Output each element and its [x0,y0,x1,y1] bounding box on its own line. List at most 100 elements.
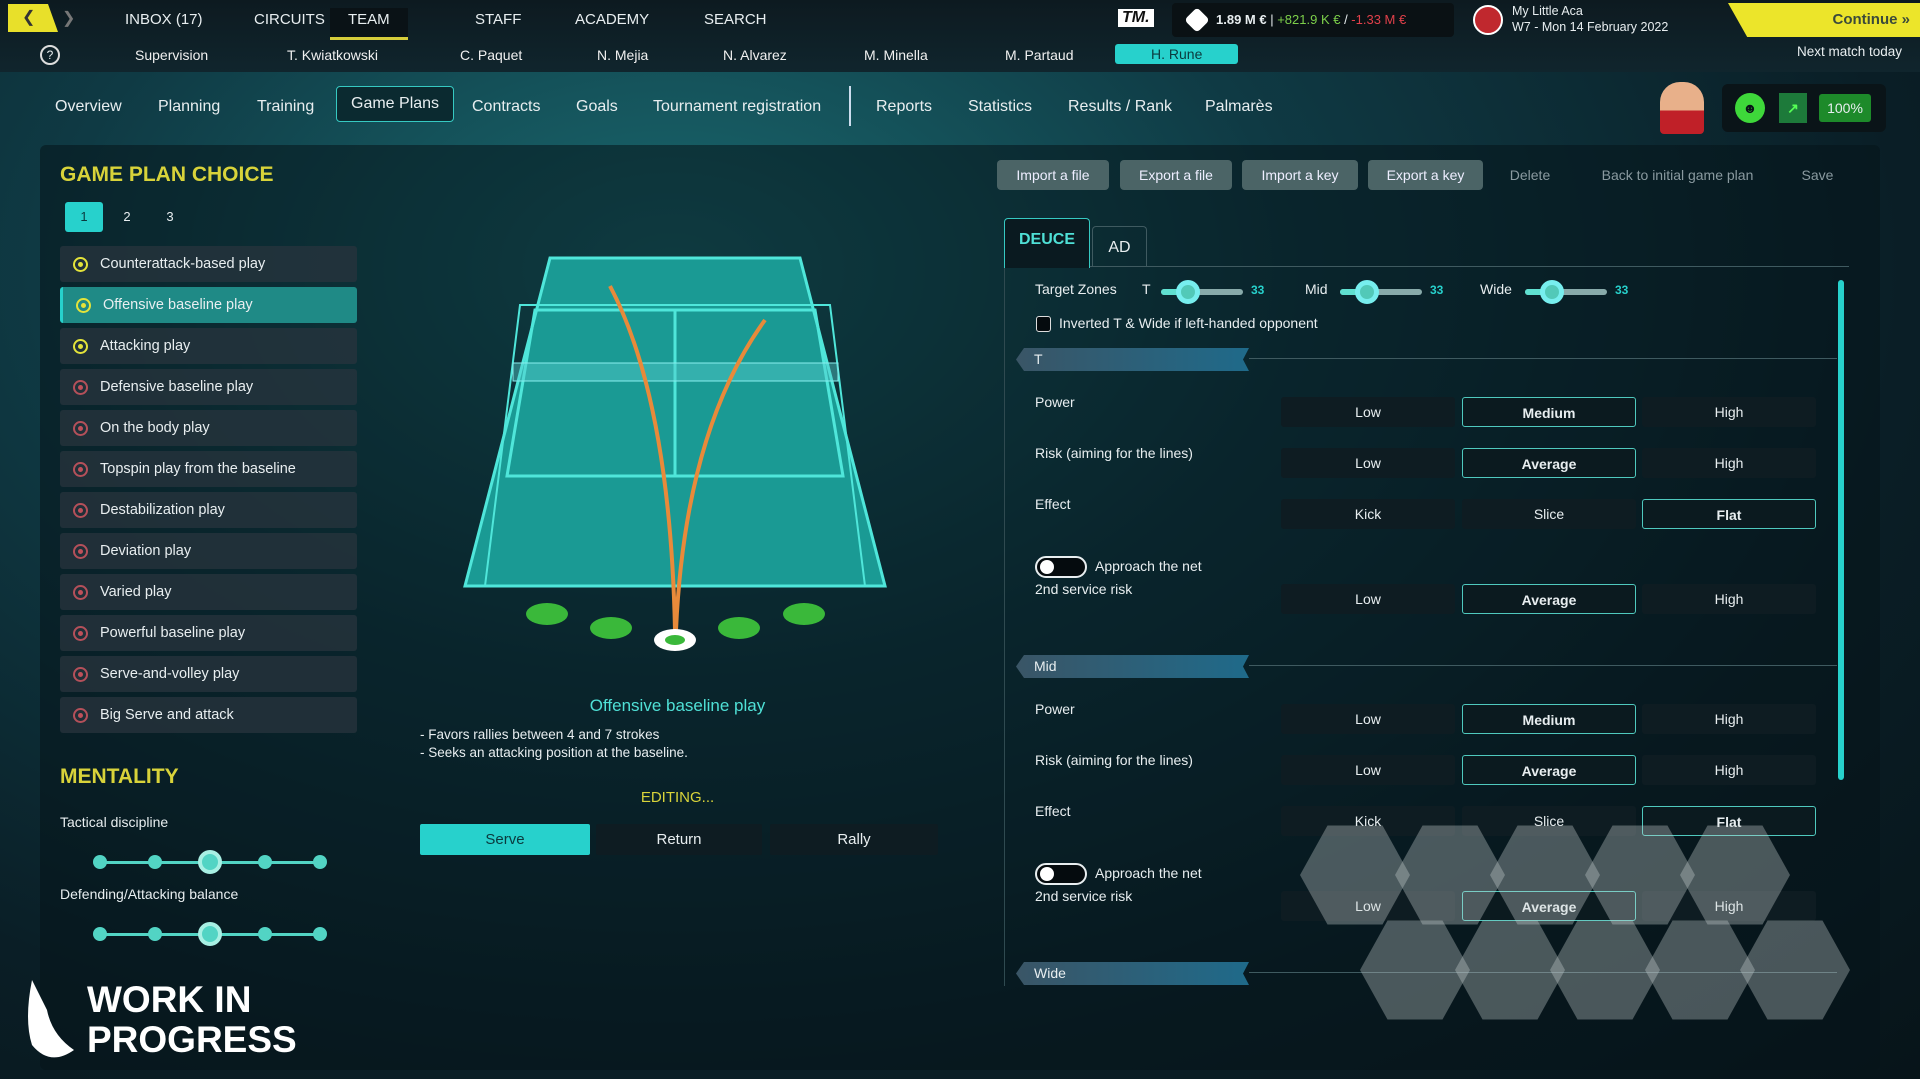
tab-tournament-registration[interactable]: Tournament registration [653,98,822,115]
subnav-h-rune[interactable]: H. Rune [1115,44,1239,64]
plan-item[interactable]: Offensive baseline play [60,287,357,323]
plan-item[interactable]: Deviation play [60,533,357,569]
plan-tab-2[interactable]: 2 [123,209,131,224]
option-low[interactable]: Low [1281,397,1455,427]
tab-game-plans[interactable]: Game Plans [336,86,455,122]
plan-item[interactable]: Serve-and-volley play [60,656,357,692]
plan-item[interactable]: Destabilization play [60,492,357,528]
option-average[interactable]: Average [1462,448,1636,478]
slider-step[interactable] [258,927,272,941]
zone-slider[interactable] [1525,280,1607,304]
slider-step[interactable] [93,927,107,941]
plan-item[interactable]: Big Serve and attack [60,697,357,733]
save-button[interactable]: Save [1801,167,1834,183]
slider-knob[interactable] [1176,280,1200,304]
slider-step[interactable] [148,855,162,869]
option-high[interactable]: High [1642,704,1816,734]
tab-palmar-s[interactable]: Palmarès [1205,98,1273,115]
mode-serve[interactable]: Serve [420,824,590,855]
slider-step[interactable] [313,855,327,869]
forward-button[interactable]: ❯ [62,10,76,27]
plan-item[interactable]: On the body play [60,410,357,446]
option-flat[interactable]: Flat [1642,806,1816,836]
option-kick[interactable]: Kick [1281,806,1455,836]
slider-knob[interactable] [1540,280,1564,304]
option-high[interactable]: High [1642,755,1816,785]
back-to-initial-button[interactable]: Back to initial game plan [1601,167,1754,183]
tab-goals[interactable]: Goals [576,98,618,115]
option-low[interactable]: Low [1281,584,1455,614]
subnav-t-kwiatkowski[interactable]: T. Kwiatkowski [287,47,379,63]
mentality-slider[interactable] [93,850,327,874]
option-high[interactable]: High [1642,397,1816,427]
option-low[interactable]: Low [1281,448,1455,478]
section-header-wide[interactable]: Wide [1016,962,1249,985]
option-low[interactable]: Low [1281,891,1455,921]
section-header-t[interactable]: T [1016,348,1249,371]
subnav-n-mejia[interactable]: N. Mejia [597,47,649,63]
tab-overview[interactable]: Overview [55,98,122,115]
import-file-button[interactable]: Import a file [997,160,1109,190]
option-low[interactable]: Low [1281,704,1455,734]
option-average[interactable]: Average [1462,584,1636,614]
option-flat[interactable]: Flat [1642,499,1816,529]
approach-net-toggle[interactable] [1035,863,1087,885]
tab-planning[interactable]: Planning [158,98,221,115]
subnav-supervision[interactable]: Supervision [135,47,209,63]
tab-contracts[interactable]: Contracts [472,98,541,115]
delete-button[interactable]: Delete [1509,167,1551,183]
continue-button[interactable]: Continue » [1728,3,1920,37]
tab-ad[interactable]: AD [1092,226,1147,266]
mode-return[interactable]: Return [596,824,762,855]
subnav-c-paquet[interactable]: C. Paquet [460,47,523,63]
nav-academy[interactable]: ACADEMY [575,11,650,28]
slider-step[interactable] [93,855,107,869]
plan-item[interactable]: Varied play [60,574,357,610]
help-icon[interactable]: ? [40,45,60,65]
tab-statistics[interactable]: Statistics [968,98,1033,115]
tab-deuce[interactable]: DEUCE [1004,218,1090,268]
section-header-mid[interactable]: Mid [1016,655,1249,678]
nav-team[interactable]: TEAM [330,8,408,40]
plan-item[interactable]: Topspin play from the baseline [60,451,357,487]
nav-circuits[interactable]: CIRCUITS [254,11,325,28]
nav-search[interactable]: SEARCH [704,11,767,28]
export-file-button[interactable]: Export a file [1120,160,1232,190]
plan-item[interactable]: Attacking play [60,328,357,364]
subnav-m-minella[interactable]: M. Minella [864,47,928,63]
plan-tab-3[interactable]: 3 [166,209,174,224]
option-slice[interactable]: Slice [1462,499,1636,529]
option-kick[interactable]: Kick [1281,499,1455,529]
mentality-slider[interactable] [93,922,327,946]
tab-results-rank[interactable]: Results / Rank [1068,98,1173,115]
option-average[interactable]: Average [1462,891,1636,921]
plan-item[interactable]: Powerful baseline play [60,615,357,651]
option-high[interactable]: High [1642,448,1816,478]
option-high[interactable]: High [1642,891,1816,921]
option-low[interactable]: Low [1281,755,1455,785]
plan-item[interactable]: Counterattack-based play [60,246,357,282]
tab-training[interactable]: Training [257,98,315,115]
mode-rally[interactable]: Rally [770,824,938,855]
inverted-checkbox[interactable] [1036,316,1051,332]
subnav-n-alvarez[interactable]: N. Alvarez [723,47,787,63]
slider-step[interactable] [258,855,272,869]
slider-step[interactable] [313,927,327,941]
option-slice[interactable]: Slice [1462,806,1636,836]
slider-step[interactable] [148,927,162,941]
zone-slider[interactable] [1161,280,1243,304]
plan-tab-1[interactable]: 1 [65,202,103,232]
slider-knob[interactable] [198,922,222,946]
nav-inbox-17[interactable]: INBOX (17) [125,11,203,28]
subnav-m-partaud[interactable]: M. Partaud [1005,47,1074,63]
slider-knob[interactable] [198,850,222,874]
plan-item[interactable]: Defensive baseline play [60,369,357,405]
approach-net-toggle[interactable] [1035,556,1087,578]
tab-reports[interactable]: Reports [876,98,933,115]
option-medium[interactable]: Medium [1462,397,1636,427]
option-average[interactable]: Average [1462,755,1636,785]
scrollbar[interactable] [1838,280,1844,780]
import-key-button[interactable]: Import a key [1242,160,1358,190]
slider-knob[interactable] [1355,280,1379,304]
export-key-button[interactable]: Export a key [1368,160,1483,190]
